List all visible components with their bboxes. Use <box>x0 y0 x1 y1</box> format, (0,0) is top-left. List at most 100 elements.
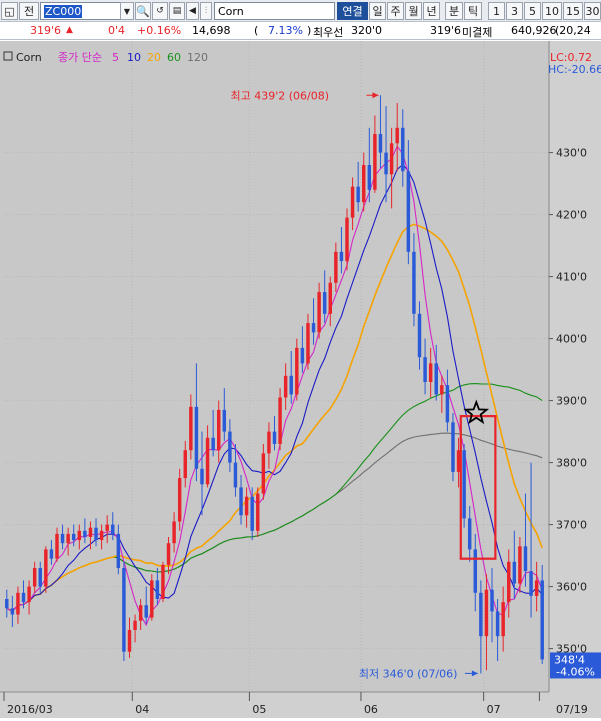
candle <box>456 437 461 488</box>
minute-30[interactable]: 30 <box>584 2 601 20</box>
period-year[interactable]: 년 <box>423 2 440 20</box>
candle-body <box>172 521 176 544</box>
candle <box>94 518 98 547</box>
x-tick-label: 2016/03 <box>7 703 53 716</box>
x-tick-label: 07 <box>487 703 501 716</box>
high-arrow-icon <box>372 92 379 99</box>
candle-body <box>189 406 193 451</box>
candle-body <box>283 375 288 398</box>
candle <box>484 574 489 671</box>
candle-body <box>133 620 137 630</box>
candle-body <box>490 589 494 612</box>
price-chart[interactable]: 최고 439'2 (06/08) 최저 346'0 (07/06) 348'4-4.… <box>0 41 601 718</box>
candle-body <box>534 580 539 596</box>
candle <box>150 574 154 621</box>
minute-1[interactable]: 1 <box>488 2 505 20</box>
minute-15[interactable]: 15 <box>563 2 583 20</box>
quote-bar: 319'6 ▲ 0'4 +0.16% 14,698 ( 7.13% ) 최우선 … <box>0 22 601 40</box>
code-input[interactable]: ZC000 <box>40 2 132 20</box>
candle <box>172 512 176 553</box>
candle <box>216 400 221 463</box>
sidebar-icon[interactable]: ⫶ <box>200 2 212 20</box>
legend-ma-20: 20 <box>147 51 161 64</box>
candle-body <box>350 186 355 218</box>
candle <box>306 313 310 370</box>
minute-3[interactable]: 3 <box>506 2 523 20</box>
candle-body <box>434 363 438 395</box>
minute-5[interactable]: 5 <box>524 2 541 20</box>
period-day[interactable]: 일 <box>369 2 386 20</box>
candle-body <box>116 533 121 568</box>
next-code-icon[interactable]: ▤ <box>169 2 185 20</box>
candle <box>99 524 104 550</box>
candle-body <box>467 518 472 550</box>
current-code-icon[interactable]: ↺ <box>152 2 168 20</box>
code-dropdown-icon[interactable]: ▼ <box>120 2 134 20</box>
period-minute[interactable]: 분 <box>445 2 463 20</box>
candle <box>378 95 383 169</box>
current-price: 319'6 <box>30 24 62 37</box>
grid-lines <box>4 41 549 692</box>
candle <box>116 524 121 575</box>
candle-body <box>94 527 98 541</box>
candle-body <box>27 586 31 603</box>
candle <box>32 561 37 593</box>
candle-body <box>88 527 93 537</box>
candle <box>239 475 243 525</box>
candle <box>362 152 366 212</box>
candle <box>322 270 327 324</box>
open-interest: 640,926 <box>511 24 557 37</box>
candle <box>278 388 282 451</box>
up-arrow-icon: ▲ <box>66 25 73 35</box>
x-axis-panel <box>0 692 601 718</box>
candle <box>200 431 204 516</box>
y-tick-label: 370'0 <box>556 519 587 532</box>
candle-body <box>417 313 422 358</box>
chart-area[interactable]: 최고 439'2 (06/08) 최저 346'0 (07/06) 348'4 -4.… <box>0 41 601 718</box>
period-tick[interactable]: 틱 <box>464 2 482 20</box>
legend-ma-60: 60 <box>167 51 181 64</box>
candle-body <box>211 437 215 451</box>
code-type-selector[interactable]: 전 <box>19 2 39 20</box>
best-bid-label: 최우선 <box>313 26 344 39</box>
candle <box>272 416 277 451</box>
candlestick-series <box>5 95 544 674</box>
candle <box>501 586 505 652</box>
candle-body <box>322 292 327 314</box>
candle-body <box>239 487 243 516</box>
axis-labels: 430'0 420'0 410'0 400'0 390'0 380'0 370'0 360'0… <box>3 147 588 716</box>
sound-icon[interactable]: ◀ <box>186 2 199 20</box>
highlight-box <box>459 415 497 560</box>
candle <box>205 425 210 488</box>
window-menu-icon[interactable]: ◱ <box>1 2 18 20</box>
candle-body <box>479 592 483 637</box>
y-axis-panel <box>549 41 601 718</box>
candle <box>60 524 65 550</box>
candle-body <box>451 422 455 472</box>
candle-body <box>523 546 528 572</box>
candle-body <box>49 549 54 559</box>
candle <box>451 413 455 482</box>
period-week[interactable]: 주 <box>387 2 404 20</box>
search-icon[interactable]: 🔍 <box>135 2 151 20</box>
candle-body <box>161 564 165 599</box>
candle <box>384 106 388 203</box>
candle-body <box>261 453 266 494</box>
period-month[interactable]: 월 <box>405 2 422 20</box>
candle <box>350 177 355 231</box>
candle-body <box>300 347 305 364</box>
minute-10[interactable]: 10 <box>542 2 562 20</box>
period-connected[interactable]: 연결 <box>337 2 368 20</box>
y-tick-label: 400'0 <box>556 333 587 346</box>
candle <box>317 282 321 339</box>
x-tick-label: 06 <box>364 703 378 716</box>
candle <box>49 540 54 565</box>
candle-body <box>311 323 316 333</box>
candle-body <box>166 543 171 565</box>
candle-body <box>495 611 500 637</box>
candle <box>401 109 405 187</box>
candle-body <box>111 524 115 534</box>
candle-body <box>44 549 48 587</box>
candle <box>194 363 199 482</box>
candle <box>445 369 450 432</box>
